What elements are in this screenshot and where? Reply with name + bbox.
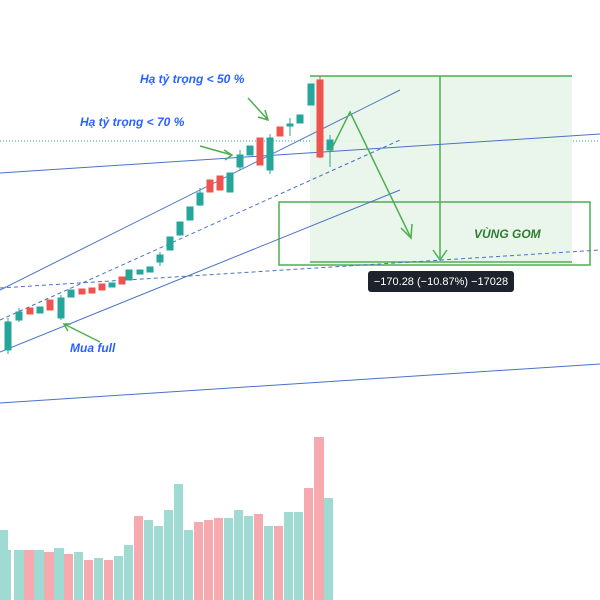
annotation: Hạ tỷ trọng < 70 % — [80, 115, 185, 129]
annotation: Mua full — [70, 341, 116, 355]
measure-label: −170.28 (−10.87%) −17028 — [374, 276, 508, 288]
volume-down — [24, 437, 324, 600]
measure-box — [368, 271, 514, 292]
zone-box — [310, 76, 572, 262]
candles-up — [4, 83, 334, 354]
zone-label: VÙNG GOM — [474, 226, 542, 241]
candles-down — [26, 76, 324, 315]
annotation: Hạ tỷ trọng < 50 % — [140, 72, 245, 86]
measure-arrow — [432, 249, 448, 262]
accumulation-box — [278, 201, 591, 266]
arrows — [62, 97, 413, 343]
volume-up — [0, 484, 333, 600]
